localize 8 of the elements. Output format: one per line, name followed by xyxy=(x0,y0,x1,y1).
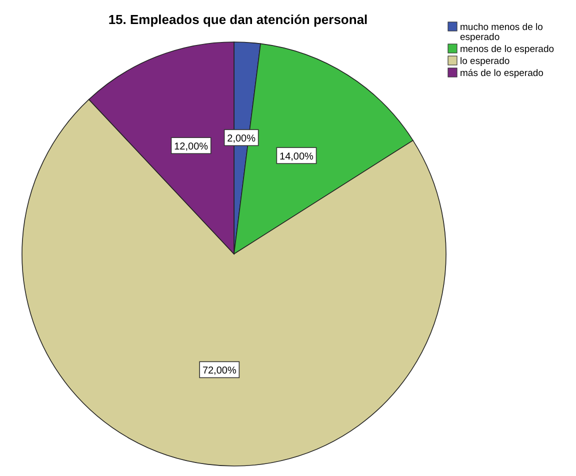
data-label: 2,00% xyxy=(227,134,256,145)
data-label: 12,00% xyxy=(174,142,208,153)
data-label: 14,00% xyxy=(280,152,314,163)
legend-label: más de lo esperado xyxy=(460,68,544,79)
legend-label: menos de lo esperado xyxy=(460,44,554,55)
legend-label: lo esperado xyxy=(460,56,510,67)
chart-title: 15. Empleados que dan atención personal xyxy=(108,12,368,27)
data-label: 72,00% xyxy=(202,366,236,377)
